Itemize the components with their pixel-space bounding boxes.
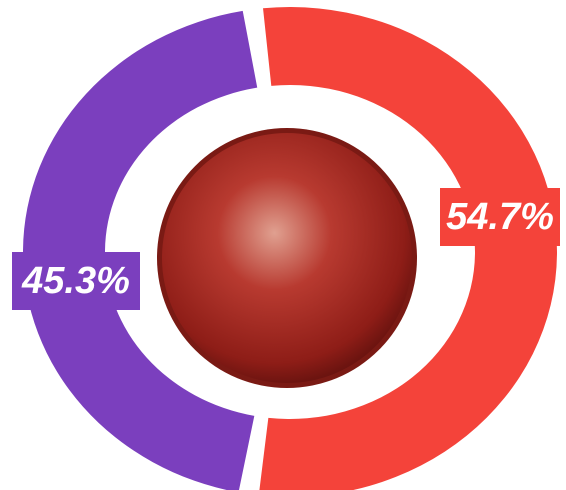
value-label: 45.3%: [21, 260, 130, 302]
donut-segment: [23, 10, 258, 490]
portrait: [162, 133, 412, 383]
label-box: [12, 252, 140, 310]
donut: [23, 7, 557, 490]
label-box: [440, 188, 560, 246]
value-label: 54.7%: [446, 196, 554, 238]
labels: 54.7% 45.3%: [12, 188, 560, 310]
donut-segment: [259, 7, 557, 490]
